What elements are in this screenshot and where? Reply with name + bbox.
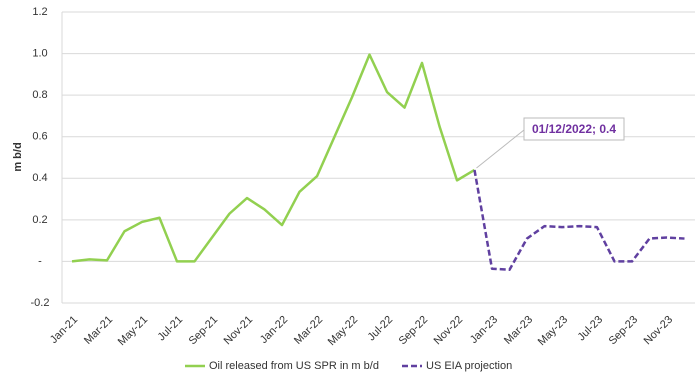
x-tick-label: Jul-22: [365, 314, 395, 344]
x-tick-label: Jan-23: [468, 314, 500, 346]
y-tick-label: 0.2: [32, 214, 47, 226]
x-tick-label: Sep-22: [397, 314, 431, 348]
x-tick-label: May-23: [536, 314, 570, 348]
y-tick-label: -0.2: [31, 297, 50, 309]
x-tick-label: May-22: [326, 314, 360, 348]
y-tick-label: 1.2: [32, 6, 47, 18]
x-tick-label: Mar-23: [502, 314, 535, 347]
x-tick-label: Jan-21: [48, 314, 80, 346]
y-tick-label: 0.8: [32, 89, 47, 101]
legend-label: US EIA projection: [426, 360, 512, 372]
x-tick-label: Mar-22: [292, 314, 325, 347]
x-tick-label: Sep-23: [607, 314, 641, 348]
legend-label: Oil released from US SPR in m b/d: [209, 360, 379, 372]
x-tick-label: Mar-21: [82, 314, 115, 347]
annotation: 01/12/2022; 0.4: [532, 122, 616, 136]
y-tick-label: 1.0: [32, 47, 47, 59]
x-tick-label: Sep-21: [187, 314, 221, 348]
x-tick-label: Nov-21: [222, 314, 256, 348]
x-tick-label: Nov-22: [432, 314, 466, 348]
x-tick-label: Jul-21: [155, 314, 185, 344]
annotation-pointer: [476, 129, 525, 169]
x-tick-label: Jan-22: [258, 314, 290, 346]
y-tick-label: 0.4: [32, 172, 47, 184]
data-line: [473, 169, 685, 271]
x-tick-label: Jul-23: [575, 314, 605, 344]
x-tick-label: Nov-23: [642, 314, 676, 348]
data-line: [71, 53, 476, 263]
annotation-box: [523, 117, 625, 141]
y-tick-label: -: [38, 255, 42, 267]
y-axis-title: m b/d: [12, 142, 24, 171]
x-tick-label: May-21: [116, 314, 150, 348]
y-tick-label: 0.6: [32, 131, 47, 143]
